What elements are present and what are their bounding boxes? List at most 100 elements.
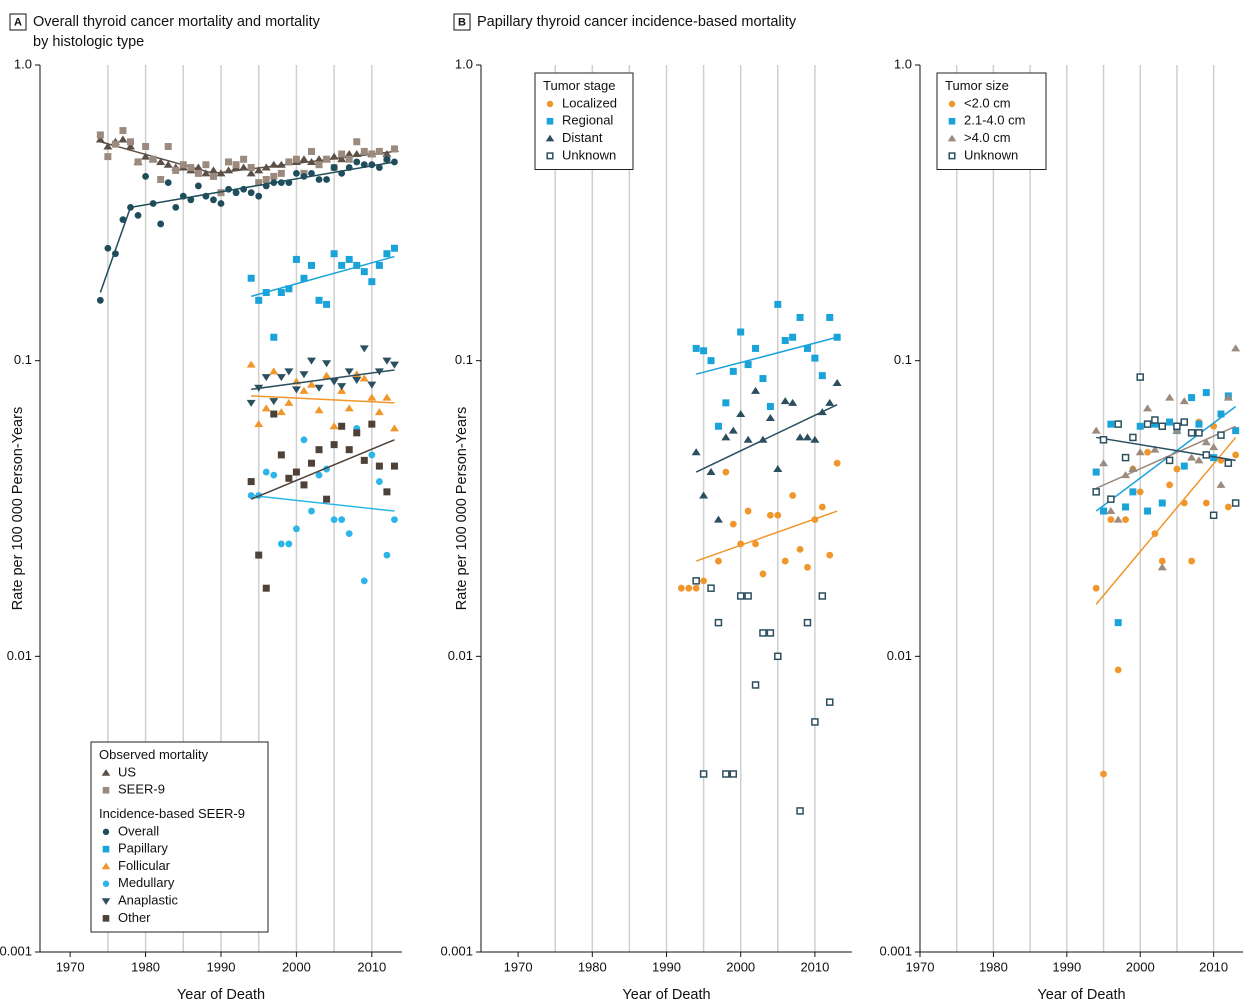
y-tick-label: 0.01 — [887, 648, 912, 663]
point — [149, 155, 157, 163]
point — [119, 216, 127, 223]
point — [721, 433, 731, 441]
point — [209, 172, 217, 180]
point — [344, 150, 354, 158]
point — [818, 592, 827, 600]
point — [323, 176, 330, 183]
trend-line — [251, 369, 395, 391]
point — [715, 557, 722, 565]
point — [722, 468, 730, 476]
point — [255, 551, 263, 559]
y-axis-label: Rate per 100 000 Person-Years — [454, 407, 470, 610]
point — [126, 142, 135, 150]
point — [261, 374, 271, 382]
point — [345, 255, 353, 263]
point — [134, 211, 142, 219]
point — [1231, 344, 1241, 352]
point — [247, 492, 255, 499]
trend-line — [250, 439, 395, 500]
point — [368, 161, 376, 169]
point — [1091, 426, 1101, 434]
point — [1150, 445, 1160, 453]
point — [164, 179, 172, 187]
point — [307, 157, 316, 165]
point — [1092, 468, 1100, 476]
point — [789, 333, 797, 341]
point — [736, 592, 745, 600]
point — [1136, 422, 1144, 430]
point — [232, 189, 240, 197]
legend-marker — [546, 152, 554, 160]
point — [338, 422, 346, 430]
point — [744, 361, 752, 369]
point — [1099, 459, 1109, 467]
point — [353, 138, 361, 146]
legend-marker — [101, 769, 111, 776]
point — [338, 150, 346, 158]
point — [194, 182, 202, 190]
point — [1173, 465, 1181, 473]
point — [163, 160, 173, 168]
point — [1165, 393, 1175, 401]
point — [774, 511, 782, 519]
point — [375, 164, 383, 171]
point — [291, 386, 301, 394]
point — [323, 300, 331, 308]
point — [691, 448, 701, 456]
point — [315, 471, 323, 479]
point — [389, 361, 399, 369]
point — [277, 289, 285, 297]
x-tick-label: 2010 — [357, 959, 386, 974]
legend-marker — [102, 845, 110, 853]
point — [774, 300, 782, 308]
point — [374, 408, 384, 416]
point — [796, 545, 804, 553]
point — [1179, 397, 1189, 405]
point — [390, 462, 398, 470]
point — [1202, 389, 1210, 397]
point — [119, 127, 127, 135]
point — [307, 380, 316, 388]
point — [736, 410, 746, 418]
x-tick-label: 1990 — [207, 959, 236, 974]
point — [323, 495, 331, 503]
legend-label: Regional — [562, 113, 613, 128]
legend-marker — [948, 100, 956, 108]
x-tick-label: 2000 — [726, 959, 755, 974]
point — [270, 172, 278, 180]
point — [360, 577, 368, 585]
point — [246, 399, 256, 407]
point — [826, 551, 834, 559]
point — [255, 296, 263, 304]
legend-marker — [102, 915, 110, 922]
point — [1121, 471, 1131, 479]
point — [187, 164, 195, 172]
point — [277, 540, 285, 548]
point — [803, 344, 811, 352]
point — [795, 433, 805, 441]
x-tick-label: 1970 — [906, 959, 935, 974]
y-tick-label: 1.0 — [894, 56, 912, 71]
point — [134, 158, 142, 166]
point — [179, 192, 187, 200]
point — [292, 468, 300, 476]
point — [766, 402, 774, 410]
legend-label: Follicular — [118, 858, 171, 873]
point — [315, 446, 323, 454]
point — [788, 398, 798, 406]
point — [825, 398, 835, 406]
point — [323, 155, 331, 163]
point — [833, 333, 841, 341]
point — [330, 441, 338, 449]
point — [796, 807, 804, 815]
point — [1210, 454, 1218, 462]
point — [1187, 453, 1197, 461]
point — [759, 570, 767, 578]
point — [262, 175, 270, 183]
point — [1188, 557, 1196, 565]
x-tick-label: 2000 — [1126, 959, 1155, 974]
point — [338, 169, 346, 177]
x-tick-label: 1970 — [56, 959, 85, 974]
x-axis-label: Year of Death — [1037, 987, 1125, 1003]
point — [1151, 530, 1159, 538]
